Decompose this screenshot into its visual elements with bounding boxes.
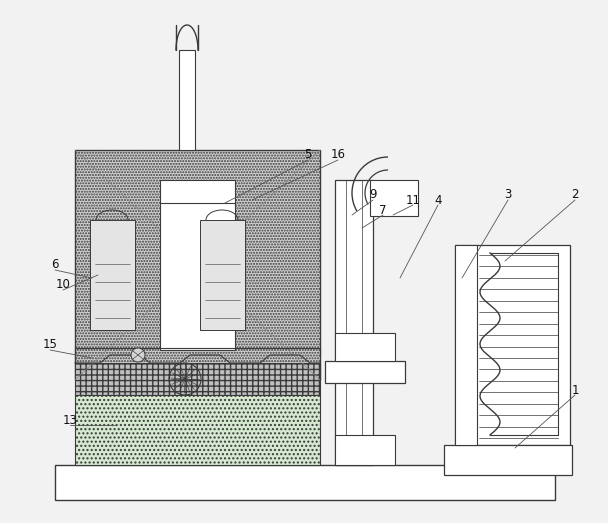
Text: 5: 5: [305, 149, 312, 162]
Bar: [455, 245, 570, 445]
Bar: [335, 333, 395, 361]
Text: 7: 7: [379, 203, 387, 217]
Text: 4: 4: [434, 194, 442, 207]
Bar: [455, 245, 477, 445]
Bar: [160, 180, 235, 350]
Bar: [179, 50, 195, 150]
Bar: [444, 445, 572, 475]
Text: 2: 2: [572, 188, 579, 201]
Text: 3: 3: [504, 188, 512, 201]
Text: 10: 10: [55, 279, 71, 291]
Bar: [90, 220, 135, 330]
Bar: [75, 395, 320, 465]
Bar: [370, 180, 418, 216]
Bar: [325, 361, 405, 383]
Text: 9: 9: [369, 188, 377, 201]
Bar: [335, 435, 395, 465]
Text: 6: 6: [51, 258, 59, 271]
Bar: [75, 363, 320, 395]
Text: 13: 13: [63, 414, 77, 426]
Text: 11: 11: [406, 194, 421, 207]
Text: 1: 1: [572, 383, 579, 396]
Text: 15: 15: [43, 338, 57, 351]
Bar: [55, 465, 555, 500]
Circle shape: [131, 348, 145, 362]
Bar: [75, 150, 320, 380]
Bar: [200, 220, 245, 330]
Text: 16: 16: [331, 149, 345, 162]
Bar: [335, 180, 373, 465]
